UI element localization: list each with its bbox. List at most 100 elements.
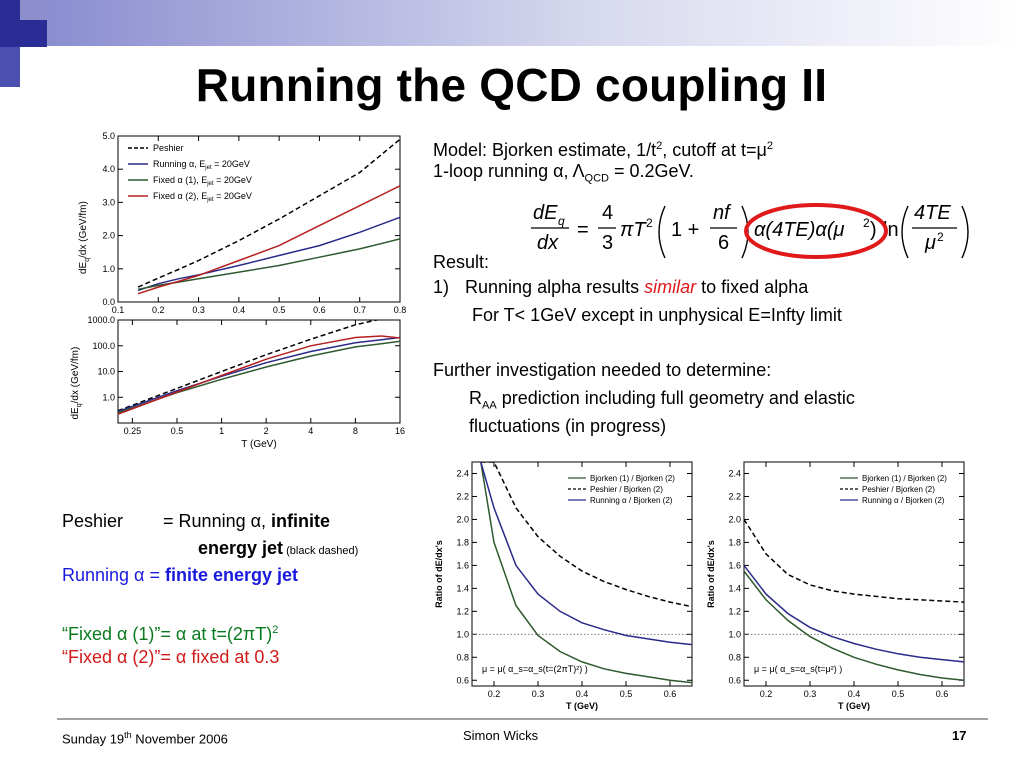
- series-line: [118, 340, 400, 414]
- series-line: [118, 336, 400, 413]
- series-line: [480, 462, 692, 608]
- x-tick-label: 0.6: [313, 305, 326, 314]
- x-tick-label: 0.5: [171, 426, 184, 436]
- legend-entry: Fixed α (1), Ejet = 20GeV: [153, 175, 252, 187]
- y-tick-label: 10.0: [97, 367, 115, 377]
- y-tick-label: 5.0: [102, 131, 115, 141]
- plot-frame: [117, 135, 401, 303]
- x-tick-label: 0.2: [488, 689, 501, 699]
- x-axis-label: T (GeV): [566, 701, 598, 711]
- y-tick-label: 0.0: [102, 297, 115, 307]
- svg-text:dx: dx: [537, 232, 559, 254]
- x-tick-label: 0.8: [394, 305, 407, 314]
- y-tick-label: 100.0: [92, 341, 115, 351]
- result-heading: Result:: [433, 252, 490, 272]
- y-tick-label: 2.2: [456, 491, 469, 501]
- legend-entry: Fixed α (2), Ejet = 20GeV: [153, 191, 252, 203]
- footer-author: Simon Wicks: [463, 728, 539, 743]
- y-tick-label: 1000.0: [87, 316, 115, 325]
- svg-text:πT: πT: [620, 219, 647, 241]
- y-tick-label: 2.4: [728, 468, 741, 478]
- y-tick-label: 0.8: [728, 652, 741, 662]
- legend-entry: Running α / Bjorken (2): [590, 496, 673, 505]
- y-tick-label: 1.2: [456, 606, 469, 616]
- x-tick-label: 16: [395, 426, 405, 436]
- peshier-definition-2: energy jet (black dashed): [198, 538, 359, 558]
- svg-text:4TE: 4TE: [914, 202, 951, 224]
- svg-text:3: 3: [602, 232, 613, 254]
- x-tick-label: 0.4: [576, 689, 589, 699]
- y-tick-label: 2.4: [456, 468, 469, 478]
- x-axis-label: T (GeV): [241, 439, 276, 450]
- svg-text:dE: dE: [533, 202, 558, 224]
- x-tick-label: 0.7: [353, 305, 366, 314]
- header-square: [0, 0, 20, 20]
- y-tick-label: 0.6: [456, 675, 469, 685]
- y-tick-label: 2.0: [102, 231, 115, 241]
- y-tick-label: 1.0: [102, 264, 115, 274]
- chart-ratio-2: 0.2 0.3 0.4 0.5 0.6 0.6 0.8 1.0 1.2 1.4 1.6 1.8 2.0 2…: [706, 461, 965, 711]
- x-tick-label: 0.3: [192, 305, 205, 314]
- x-tick-label: 0.4: [848, 689, 861, 699]
- chart-annotation: μ = μ( α_s=α_s(t=μ²) ): [754, 664, 842, 674]
- x-tick-label: 0.4: [233, 305, 246, 314]
- y-tick-label: 2.0: [456, 514, 469, 524]
- result-item-1-detail: For T< 1GeV except in unphysical E=Infty…: [472, 305, 842, 325]
- series-line: [137, 216, 400, 292]
- series-line: [744, 570, 964, 682]
- x-tick-label: 0.1: [112, 305, 125, 314]
- header-fade-bar: [47, 0, 1023, 46]
- highlight-circle: [744, 203, 888, 259]
- svg-text:2: 2: [863, 216, 870, 230]
- legend-entry: Peshier / Bjorken (2): [862, 485, 935, 494]
- chart-bottom-left: 0.25 0.5 1 2 4 8 16 1000.0 100.0 10.0 1.0 T (GeV) dE…: [70, 316, 405, 450]
- series-line: [137, 238, 400, 291]
- further-heading: Further investigation needed to determin…: [433, 360, 772, 380]
- x-tick-label: 1: [219, 426, 224, 436]
- y-tick-label: 2.0: [728, 514, 741, 524]
- svg-text:): ): [870, 219, 877, 241]
- series-line: [744, 518, 964, 603]
- energy-loss-formula: dE q dx = 4 3 πT 2 1 + nf 6 α(4TE)α(μ 2 …: [531, 202, 969, 259]
- legend-entry: Peshier / Bjorken (2): [590, 485, 663, 494]
- x-tick-label: 8: [353, 426, 358, 436]
- x-tick-label: 0.3: [532, 689, 545, 699]
- x-tick-label: 4: [308, 426, 313, 436]
- y-tick-label: 1.2: [728, 606, 741, 616]
- x-tick-label: 0.2: [152, 305, 165, 314]
- result-item-1: 1) Running alpha results similar to fixed…: [433, 277, 809, 297]
- chart-ratio-1: 0.2 0.3 0.4 0.5 0.6 0.6 0.8 1.0 1.2 1.4 1.6 1.8 2.0 2…: [434, 461, 693, 711]
- x-axis-label: T (GeV): [838, 701, 870, 711]
- x-tick-label: 0.6: [936, 689, 949, 699]
- svg-text:6: 6: [718, 232, 729, 254]
- svg-text:1 +: 1 +: [671, 219, 699, 241]
- svg-text:μ: μ: [924, 232, 936, 254]
- fixed1-definition: “Fixed α (1)”= α at t=(2πT)2: [62, 624, 279, 644]
- y-axis-label: Ratio of dE/dx's: [706, 540, 716, 608]
- svg-text:4: 4: [602, 202, 613, 224]
- legend-entry: Peshier: [153, 143, 184, 153]
- y-tick-label: 1.6: [728, 560, 741, 570]
- legend-entry: Bjorken (1) / Bjorken (2): [862, 474, 947, 483]
- x-tick-label: 0.6: [664, 689, 677, 699]
- y-tick-label: 1.8: [728, 537, 741, 547]
- y-tick-label: 1.0: [728, 629, 741, 639]
- svg-text:=: =: [577, 219, 589, 241]
- series-line: [137, 138, 400, 288]
- legend-entry: Bjorken (1) / Bjorken (2): [590, 474, 675, 483]
- x-tick-label: 0.3: [804, 689, 817, 699]
- y-axis-label: dEq/dx (GeV/fm): [70, 347, 83, 420]
- model-line-1: Model: Bjorken estimate, 1/t2, cutoff at…: [433, 140, 773, 160]
- x-tick-label: 2: [264, 426, 269, 436]
- y-axis-label: Ratio of dE/dx's: [434, 540, 444, 608]
- plot-frame: [117, 319, 401, 424]
- y-tick-label: 0.6: [728, 675, 741, 685]
- y-tick-label: 0.8: [456, 652, 469, 662]
- chart-annotation: μ = μ( α_s=α_s(t=(2πT)²) ): [482, 664, 588, 674]
- x-tick-label: 0.5: [273, 305, 286, 314]
- raa-line-2: fluctuations (in progress): [469, 416, 667, 436]
- header-square: [0, 47, 20, 87]
- y-axis-label: dEq/dx (GeV/fm): [78, 201, 91, 274]
- series-line: [744, 564, 964, 663]
